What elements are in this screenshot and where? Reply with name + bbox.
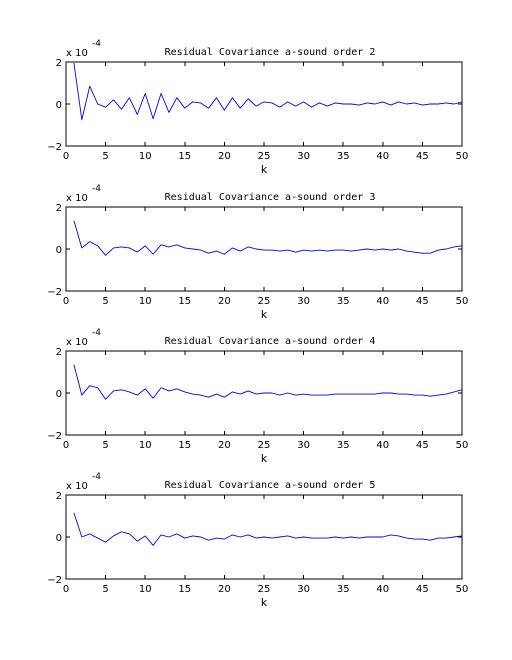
plot-3-xlabel: k [261, 452, 268, 465]
plot-2-xtick-label-50: 50 [456, 296, 469, 307]
plot-1-ytick-label-0: 0 [56, 100, 62, 111]
plot-1-series-line [73, 62, 463, 121]
plot-1-scale-label: x 10 [66, 48, 88, 59]
plot-2-xtick-label-45: 45 [416, 296, 429, 307]
plot-1-scale-exponent: -4 [92, 39, 101, 49]
plot-2-xtick-label-15: 15 [178, 296, 191, 307]
plot-4-ytick-label--2: −2 [47, 575, 62, 586]
plot-4-scale-label: x 10 [66, 481, 88, 492]
plot-1-xtick-label-15: 15 [178, 151, 191, 162]
plot-3-xtick-label-15: 15 [178, 440, 191, 451]
plot-2-xtick-label-25: 25 [258, 296, 271, 307]
plot-4-xtick-label-10: 10 [139, 584, 152, 595]
plot-1-title: Residual Covariance a-sound order 2 [165, 47, 376, 58]
plot-3-xtick-label-35: 35 [337, 440, 350, 451]
plot-2-scale-label: x 10 [66, 193, 88, 204]
plot-1-xtick-label-35: 35 [337, 151, 350, 162]
plot-2-ytick-label--2: −2 [47, 287, 62, 298]
plot-1-xtick-label-25: 25 [258, 151, 271, 162]
plot-4-ytick-label-2: 2 [56, 491, 62, 502]
plot-2-xtick-label-10: 10 [139, 296, 152, 307]
plot-1-xlabel: k [261, 163, 268, 176]
plot-4-xtick-label-15: 15 [178, 584, 191, 595]
plot-3-ytick-label-2: 2 [56, 347, 62, 358]
plot-2-xtick-label-30: 30 [297, 296, 310, 307]
plot-3-scale-label: x 10 [66, 337, 88, 348]
plot-1-ytick-label--2: −2 [47, 142, 62, 153]
plot-3-ytick-label-0: 0 [56, 389, 62, 400]
plot-1-xtick-label-40: 40 [376, 151, 389, 162]
plot-3-ytick-label--2: −2 [47, 431, 62, 442]
plot-4-scale-exponent: -4 [92, 472, 101, 482]
plot-1-xtick-label-20: 20 [218, 151, 231, 162]
plot-2-title: Residual Covariance a-sound order 3 [165, 192, 376, 203]
plot-3-xtick-label-5: 5 [102, 440, 108, 451]
plot-3-scale-exponent: -4 [92, 328, 101, 338]
plot-4-ytick-label-0: 0 [56, 533, 62, 544]
plot-2-xtick-label-40: 40 [376, 296, 389, 307]
plot-1-xtick-label-45: 45 [416, 151, 429, 162]
plot-2-xtick-label-0: 0 [63, 296, 69, 307]
plot-3-xtick-label-50: 50 [456, 440, 469, 451]
plot-2-scale-exponent: -4 [92, 184, 101, 194]
plot-1-xtick-label-10: 10 [139, 151, 152, 162]
plot-1-xtick-label-5: 5 [102, 151, 108, 162]
plot-2-xlabel: k [261, 308, 268, 321]
plot-3-series-line [73, 364, 463, 400]
plot-2-xtick-label-35: 35 [337, 296, 350, 307]
plot-4-xlabel: k [261, 596, 268, 609]
plot-3-xtick-label-45: 45 [416, 440, 429, 451]
plot-3-xtick-label-0: 0 [63, 440, 69, 451]
plot-4-xtick-label-30: 30 [297, 584, 310, 595]
plot-4-xtick-label-40: 40 [376, 584, 389, 595]
plot-4-xtick-label-0: 0 [63, 584, 69, 595]
plot-1-ytick-label-2: 2 [56, 58, 62, 69]
plot-4-xtick-label-50: 50 [456, 584, 469, 595]
plot-3-xtick-label-10: 10 [139, 440, 152, 451]
plot-3-xtick-label-25: 25 [258, 440, 271, 451]
plot-4-xtick-label-20: 20 [218, 584, 231, 595]
plot-3-xtick-label-40: 40 [376, 440, 389, 451]
plot-2-ytick-label-0: 0 [56, 245, 62, 256]
plot-2-xtick-label-5: 5 [102, 296, 108, 307]
plot-2-axes-box [65, 206, 463, 292]
plot-4-xtick-label-45: 45 [416, 584, 429, 595]
plot-2-series-line [73, 220, 463, 256]
plot-4-series-line [73, 512, 463, 546]
plot-3-xtick-label-20: 20 [218, 440, 231, 451]
plot-1-xtick-label-0: 0 [63, 151, 69, 162]
plot-4-xtick-label-35: 35 [337, 584, 350, 595]
plot-3-xtick-label-30: 30 [297, 440, 310, 451]
plot-3-title: Residual Covariance a-sound order 4 [165, 336, 376, 347]
plot-1-xtick-label-50: 50 [456, 151, 469, 162]
plot-4-xtick-label-25: 25 [258, 584, 271, 595]
plot-2-ytick-label-2: 2 [56, 203, 62, 214]
plot-4-xtick-label-5: 5 [102, 584, 108, 595]
plot-4-title: Residual Covariance a-sound order 5 [165, 480, 376, 491]
plot-2-xtick-label-20: 20 [218, 296, 231, 307]
plot-1-xtick-label-30: 30 [297, 151, 310, 162]
